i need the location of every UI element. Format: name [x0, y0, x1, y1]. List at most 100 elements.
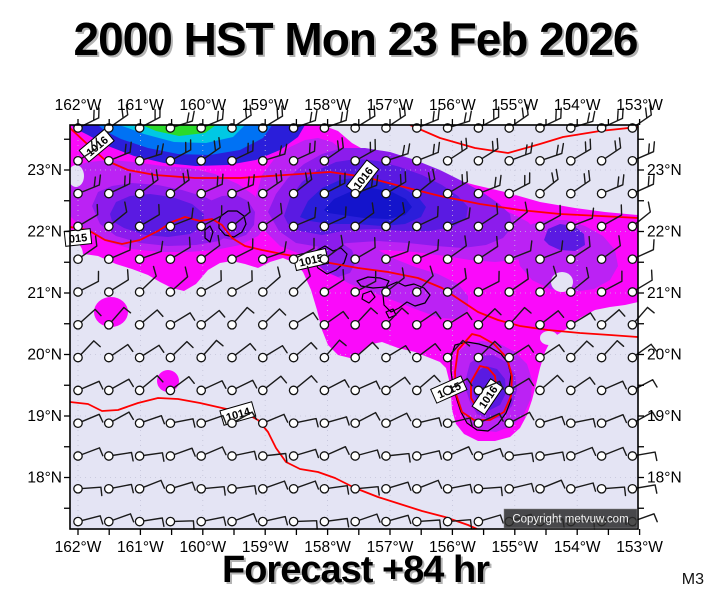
wind-barb — [165, 447, 196, 461]
wind-barb — [319, 516, 350, 528]
wind-barb — [134, 415, 166, 429]
wind-barb — [165, 266, 189, 297]
wind-barb — [565, 207, 595, 232]
station-circle — [165, 123, 176, 133]
station-circle — [73, 418, 83, 429]
lat-label-left: 21°N — [27, 285, 62, 302]
wind-barb — [73, 137, 98, 166]
wind-barb — [381, 171, 407, 199]
station-circle — [535, 418, 545, 429]
station-circle — [288, 319, 299, 330]
station-circle — [381, 385, 391, 396]
wind-barb — [473, 483, 503, 497]
wind-barb — [381, 481, 412, 494]
wind-barb — [627, 104, 652, 133]
wind-barb — [134, 516, 165, 528]
wind-barb — [257, 241, 287, 265]
wind-barb — [165, 312, 196, 330]
station-circle — [73, 483, 83, 494]
station-circle — [227, 516, 237, 527]
wind-barb — [227, 140, 254, 166]
lat-label-right: 21°N — [647, 285, 682, 302]
wind-barb — [473, 412, 504, 429]
wind-barb — [319, 379, 350, 396]
station-circle — [227, 385, 237, 396]
wind-barb — [288, 109, 318, 133]
station-circle — [381, 451, 391, 461]
wind-barb — [535, 374, 564, 396]
station-circle — [319, 254, 330, 265]
clear-patch — [540, 331, 558, 345]
station-circle — [319, 352, 330, 363]
wind-barb — [381, 267, 405, 297]
station-circle — [319, 188, 330, 199]
wind-barb — [627, 141, 656, 166]
wind-barb — [196, 270, 222, 297]
wind-barb — [565, 266, 590, 297]
rain-purple-kauai — [204, 195, 255, 240]
station-circle — [411, 287, 422, 297]
lon-label-bottom: 158°W — [304, 539, 351, 556]
station-circle — [350, 352, 361, 363]
wind-barb — [73, 380, 104, 396]
wind-barb — [535, 107, 562, 133]
station-circle — [627, 254, 638, 265]
chart-title: 2000 HST Mon 23 Feb 2026 — [73, 13, 638, 65]
station-circle — [350, 483, 361, 494]
wind-barb — [134, 344, 165, 363]
station-circle — [473, 123, 484, 133]
station-circle — [565, 287, 576, 297]
station-circle — [473, 483, 484, 494]
lat-label-right: 19°N — [647, 408, 682, 425]
station-circle — [565, 123, 576, 133]
station-circle — [288, 123, 299, 133]
station-circle — [627, 155, 638, 166]
wind-barb — [411, 205, 439, 232]
wind-barb — [350, 105, 376, 133]
wind-barb — [473, 514, 504, 527]
wind-barb — [565, 312, 596, 330]
station-circle — [504, 352, 515, 363]
wind-barb — [565, 138, 592, 166]
station-circle — [627, 188, 638, 199]
rain-violet-right — [516, 220, 618, 292]
station-circle — [257, 483, 268, 494]
station-circle — [535, 155, 545, 166]
wind-barb — [627, 343, 657, 363]
station-circle — [165, 516, 176, 527]
station-circle — [442, 287, 453, 297]
station-circle — [411, 385, 422, 396]
station-circle — [319, 516, 330, 527]
station-circle — [565, 155, 576, 166]
clear-patch — [551, 272, 573, 292]
station-circle — [381, 287, 391, 297]
model-tag: M3 — [681, 571, 704, 588]
wind-barb — [473, 308, 502, 330]
wind-barb — [227, 174, 255, 199]
station-circle — [196, 451, 207, 461]
station-circle — [565, 451, 576, 461]
wind-barb — [411, 417, 443, 429]
wind-barb — [535, 451, 566, 462]
station-circle — [165, 319, 176, 330]
wind-barb — [350, 513, 381, 527]
wind-barb — [473, 235, 499, 265]
lat-label-left: 20°N — [27, 347, 62, 364]
station-circle — [473, 516, 484, 527]
lon-label-top: 159°W — [242, 97, 289, 114]
wind-barb — [627, 239, 655, 265]
station-circle — [411, 319, 422, 330]
wind-barb — [565, 340, 594, 363]
wind-barb — [257, 451, 288, 463]
wind-barb — [103, 378, 134, 396]
wind-barb — [381, 376, 411, 396]
lon-label-top: 154°W — [554, 97, 601, 114]
station-circle — [504, 123, 515, 133]
station-circle — [627, 451, 638, 461]
lon-label-top: 161°W — [117, 97, 164, 114]
station-circle — [596, 418, 607, 429]
station-circle — [134, 287, 145, 297]
wind-barb — [596, 309, 626, 330]
